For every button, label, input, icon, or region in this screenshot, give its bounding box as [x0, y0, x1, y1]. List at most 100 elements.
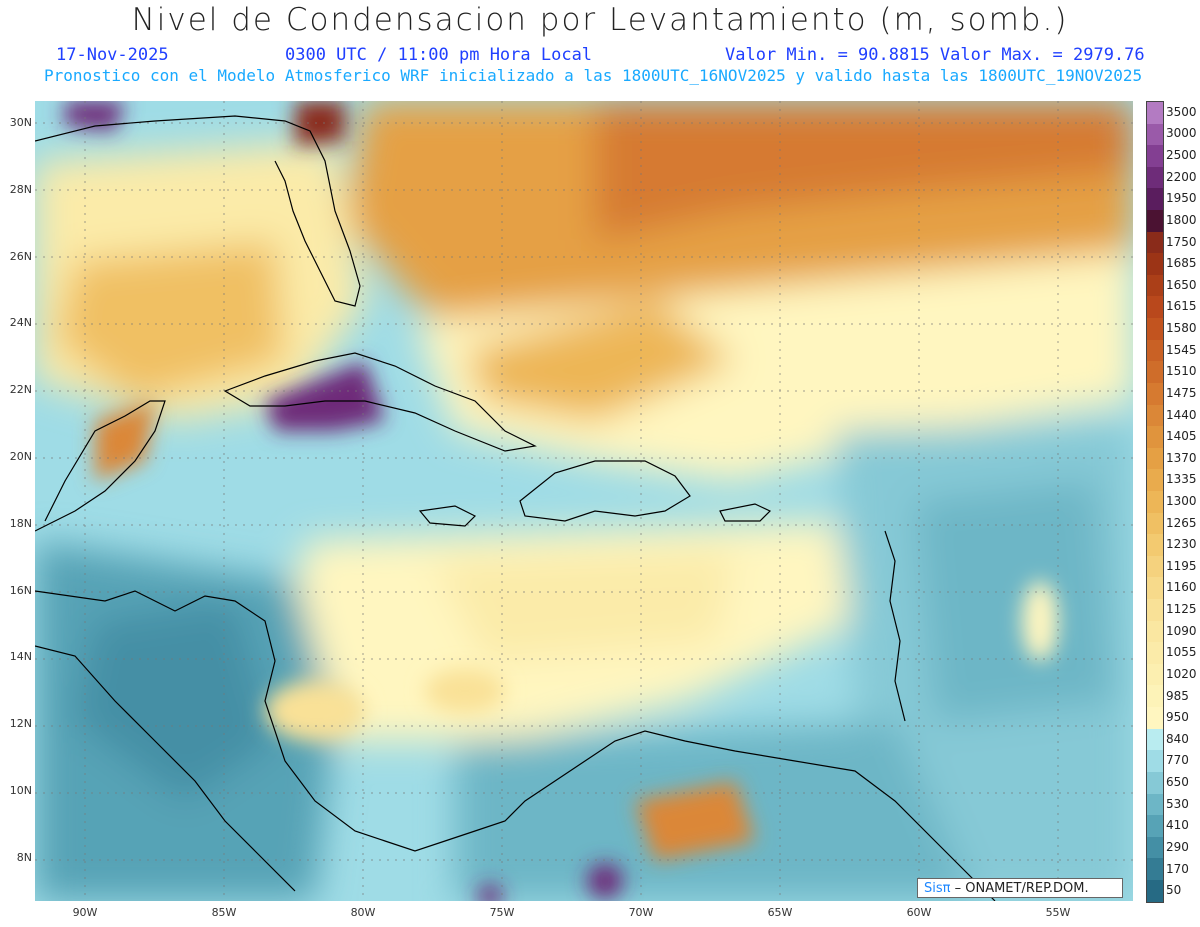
- model-info: Pronostico con el Modelo Atmosferico WRF…: [44, 66, 1143, 85]
- legend-swatch: [1147, 599, 1163, 621]
- legend-label: 1580: [1166, 321, 1197, 336]
- legend-label: 2200: [1166, 169, 1197, 184]
- legend-swatch: [1147, 707, 1163, 729]
- lat-label: 22N: [9, 383, 32, 397]
- legend-label: 2500: [1166, 148, 1197, 163]
- legend-label: 410: [1166, 818, 1189, 833]
- legend-swatch: [1147, 620, 1163, 643]
- legend-label: 1440: [1166, 407, 1197, 422]
- legend-swatch: [1147, 750, 1163, 772]
- legend-label: 1685: [1166, 256, 1197, 271]
- legend-swatch: [1147, 102, 1163, 124]
- lon-label: 75W: [489, 906, 515, 919]
- legend-swatch: [1147, 123, 1163, 146]
- lat-label: 30N: [9, 116, 32, 129]
- legend-swatch: [1147, 534, 1163, 556]
- legend-swatch: [1147, 426, 1163, 448]
- legend-swatch: [1147, 274, 1163, 297]
- legend-label: 1300: [1166, 494, 1197, 508]
- legend-label: 1650: [1166, 277, 1197, 292]
- lat-label: 8N: [16, 850, 32, 864]
- lon-label: 80W: [350, 906, 376, 919]
- legend-label: 1195: [1166, 558, 1197, 573]
- legend-swatch: [1147, 512, 1163, 535]
- legend-label: 1800: [1166, 212, 1197, 227]
- legend-swatch: [1147, 771, 1163, 794]
- legend-swatch: [1147, 879, 1163, 902]
- min-max-values: Valor Min. = 90.8815 Valor Max. = 2979.7…: [725, 45, 1145, 65]
- legend-swatch: [1147, 642, 1163, 664]
- legend-swatch: [1147, 728, 1163, 751]
- legend-label: 290: [1166, 839, 1189, 854]
- lat-label: 16N: [9, 583, 32, 597]
- legend-label: 170: [1166, 861, 1189, 876]
- legend-label: 1335: [1166, 472, 1197, 487]
- lat-label: 14N: [9, 650, 32, 664]
- legend-label: 50: [1166, 883, 1182, 898]
- legend-swatch: [1147, 685, 1163, 708]
- legend-swatch: [1147, 490, 1163, 513]
- legend-swatch: [1147, 858, 1163, 880]
- lon-label: 65W: [767, 906, 793, 919]
- legend-label: 1230: [1166, 537, 1197, 552]
- legend-swatch: [1147, 210, 1163, 232]
- legend-swatch: [1147, 815, 1163, 837]
- legend-swatch: [1147, 793, 1163, 816]
- legend-label: 530: [1166, 796, 1189, 811]
- credit-text: – ONAMET/REP.DOM.: [954, 881, 1089, 896]
- legend-swatch: [1147, 404, 1163, 427]
- legend-swatch: [1147, 318, 1163, 340]
- legend-label: 770: [1166, 753, 1189, 768]
- legend-swatch: [1147, 296, 1163, 319]
- legend-label: 1545: [1166, 342, 1197, 357]
- lat-label: 26N: [9, 249, 32, 263]
- legend-swatch: [1147, 382, 1163, 405]
- lon-label: 60W: [906, 906, 932, 919]
- legend-label: 1265: [1166, 515, 1197, 530]
- legend-swatch: [1147, 469, 1163, 491]
- legend-label: 1090: [1166, 623, 1197, 638]
- legend-label: 3000: [1166, 126, 1197, 141]
- legend-label: 1020: [1166, 666, 1197, 681]
- lon-label: 85W: [211, 906, 237, 919]
- lat-label: 24N: [9, 316, 32, 330]
- lon-label: 70W: [628, 906, 654, 919]
- sispi-logo: Sisπ: [924, 881, 951, 896]
- legend-label: 650: [1166, 775, 1189, 790]
- legend-swatch: [1147, 166, 1163, 189]
- legend-swatch: [1147, 145, 1163, 167]
- forecast-time: 0300 UTC / 11:00 pm Hora Local: [285, 45, 593, 65]
- legend-label: 1160: [1166, 580, 1197, 595]
- map-title: Nivel de Condensacion por Levantamiento …: [131, 2, 1069, 38]
- lat-label: 10N: [9, 784, 32, 797]
- legend-label: 1510: [1166, 364, 1197, 379]
- lat-label: 12N: [9, 717, 32, 731]
- forecast-date: 17-Nov-2025: [56, 45, 169, 65]
- legend-label: 1615: [1166, 299, 1197, 314]
- lon-label: 55W: [1045, 906, 1071, 919]
- legend-label: 1055: [1166, 645, 1197, 660]
- legend-swatch: [1147, 231, 1163, 254]
- lat-label: 18N: [9, 516, 32, 530]
- legend-label: 1125: [1166, 602, 1197, 617]
- legend-swatch: [1147, 253, 1163, 275]
- lat-label: 20N: [9, 450, 32, 463]
- legend-label: 1475: [1166, 385, 1197, 400]
- legend-label: 3500: [1166, 104, 1197, 119]
- legend-swatch: [1147, 361, 1163, 383]
- legend-label: 840: [1166, 731, 1189, 746]
- color-scale-legend: [1146, 101, 1164, 903]
- legend-label: 1950: [1166, 191, 1197, 206]
- legend-swatch: [1147, 188, 1163, 211]
- lcl-map: [35, 101, 1133, 901]
- legend-label: 1370: [1166, 450, 1197, 465]
- legend-swatch: [1147, 577, 1163, 600]
- legend-label: 950: [1166, 710, 1189, 725]
- lon-label: 90W: [72, 906, 98, 919]
- lat-label: 28N: [9, 182, 32, 196]
- legend-label: 1405: [1166, 429, 1197, 444]
- credit-box: Sisπ – ONAMET/REP.DOM.: [917, 878, 1123, 898]
- legend-swatch: [1147, 663, 1163, 686]
- legend-swatch: [1147, 447, 1163, 470]
- legend-swatch: [1147, 836, 1163, 859]
